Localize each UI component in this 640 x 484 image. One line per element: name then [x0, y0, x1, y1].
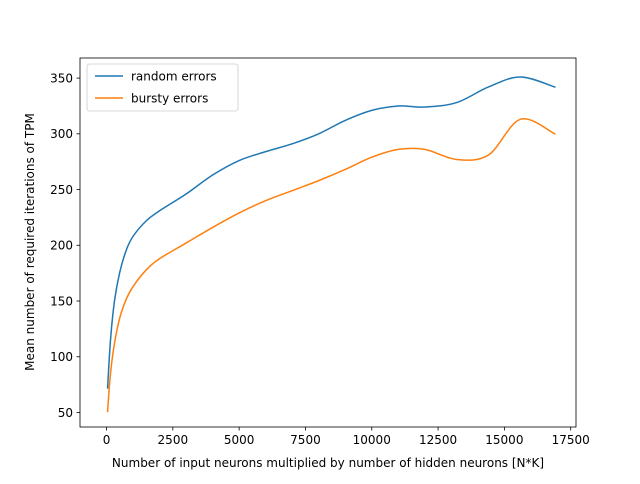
x-tick-label: 7500: [290, 433, 321, 447]
x-tick-label: 12500: [419, 433, 457, 447]
x-tick-label: 17500: [552, 433, 590, 447]
legend: random errors bursty errors: [86, 63, 239, 112]
y-tick-label: 150: [50, 294, 73, 308]
y-tick-label: 50: [58, 406, 73, 420]
legend-label: random errors: [131, 70, 217, 84]
legend-label: bursty errors: [131, 92, 208, 106]
x-tick-label: 15000: [485, 433, 523, 447]
series-line-1: [106, 118, 556, 413]
series-lines: [106, 76, 556, 413]
x-tick-label: 10000: [353, 433, 391, 447]
x-axis-label: Number of input neurons multiplied by nu…: [112, 456, 544, 470]
y-tick-label: 300: [50, 127, 73, 141]
y-tick-label: 350: [50, 71, 73, 85]
series-line-0: [106, 76, 556, 389]
y-tick-label: 200: [50, 239, 73, 253]
x-tick-label: 2500: [158, 433, 189, 447]
x-axis-ticks: 0 2500 5000 7500 10000 12500 15000 17500: [103, 427, 590, 447]
x-tick-label: 0: [103, 433, 111, 447]
x-tick-label: 5000: [224, 433, 255, 447]
y-tick-label: 100: [50, 350, 73, 364]
y-tick-label: 250: [50, 183, 73, 197]
legend-box: [86, 63, 239, 112]
y-axis-ticks: 50 100 150 200 250 300 350: [50, 71, 80, 420]
y-axis-label: Mean number of required iterations of TP…: [23, 113, 37, 371]
axes-frame: [79, 57, 577, 428]
